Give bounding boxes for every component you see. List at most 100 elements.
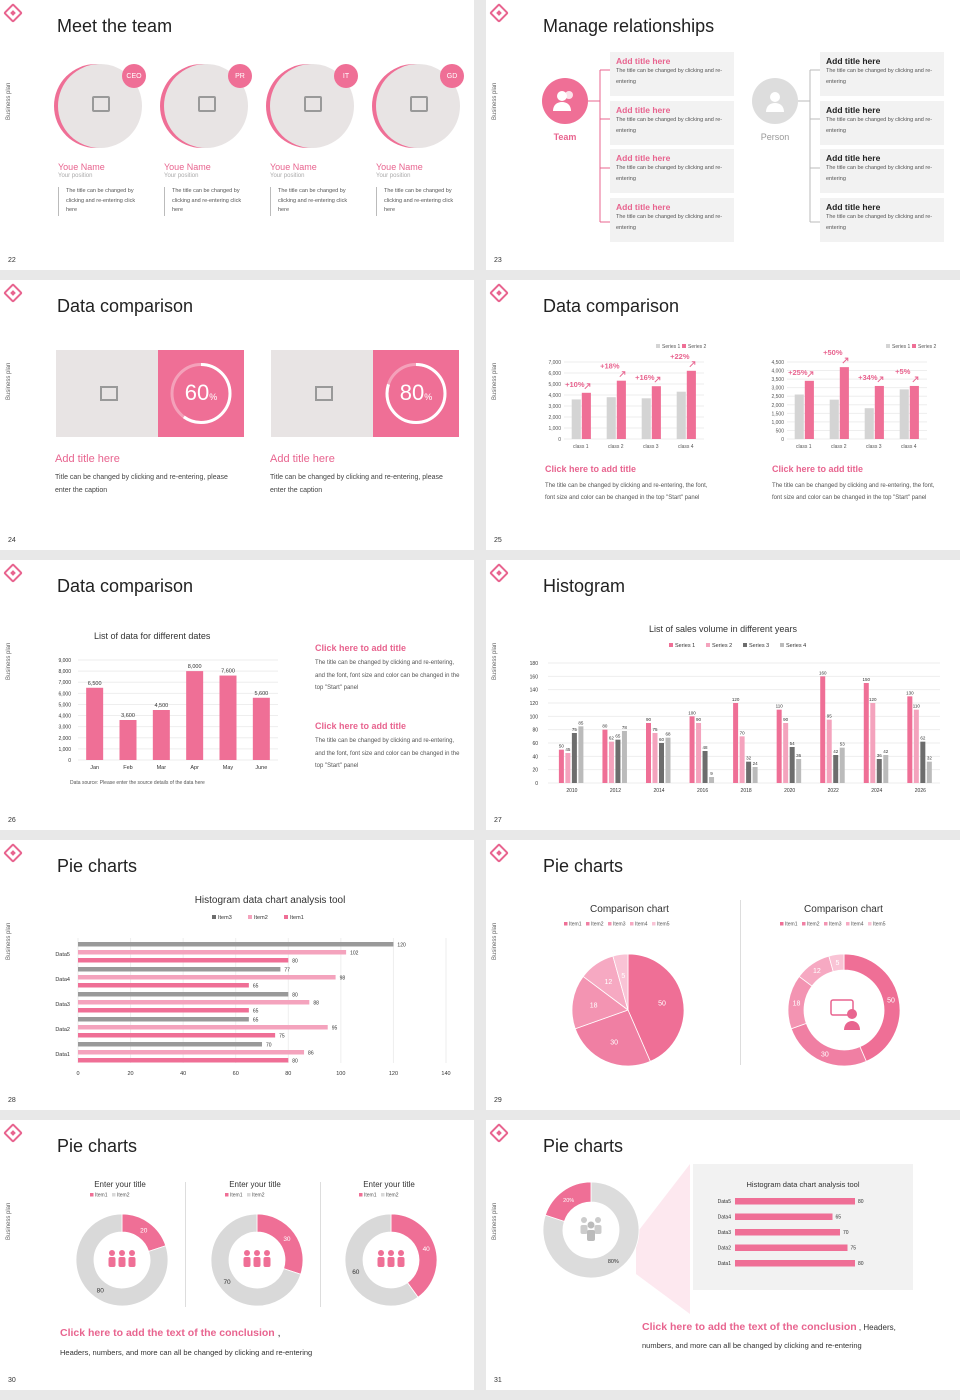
people-icon [108, 1257, 116, 1267]
slide-24[interactable]: Business plan Data comparison 60% 80% Ad… [0, 280, 474, 550]
x-tick-label: May [223, 765, 234, 771]
desc-left: The title can be changed by clicking and… [545, 483, 708, 501]
x-tick-label: 140 [441, 1071, 450, 1077]
slice-label: 12 [813, 968, 821, 975]
change-label: +10% [565, 380, 585, 389]
slide-31[interactable]: Business plan Pie charts 80% 20% Histogra… [486, 1120, 960, 1390]
bar [646, 723, 651, 783]
data-label: 90 [696, 717, 702, 722]
data-label: 78 [622, 725, 628, 730]
change-label: +5% [895, 367, 911, 376]
data-label: 75 [851, 1246, 857, 1252]
data-label: 5,600 [254, 691, 268, 697]
data-label: 9 [710, 771, 713, 776]
chart-right: 0 500 1,000 1,500 2,000 2,500 3,000 3,500 4,000 4… [771, 344, 937, 450]
slide-30[interactable]: Business plan Pie charts Enter your titl… [0, 1120, 474, 1390]
donut-b: Item1 Item2 30 70 [210, 1193, 304, 1307]
bar [789, 747, 795, 783]
logo-icon [3, 283, 23, 303]
bar [733, 703, 739, 783]
data-label: 80 [858, 1261, 864, 1267]
data-label: 75 [652, 727, 658, 732]
data-label: 48 [703, 745, 709, 750]
people-icon [387, 1257, 395, 1267]
bar [870, 703, 876, 783]
bar [78, 958, 289, 963]
legend-swatch [112, 1193, 116, 1197]
bar [78, 1058, 289, 1063]
legend-label: Item5 [657, 922, 670, 928]
slide-26[interactable]: Business plan Data comparison List of da… [0, 560, 474, 830]
x-tick-label: 2022 [828, 788, 839, 794]
data-label: 53 [840, 742, 846, 747]
box-title: Add title here [826, 153, 881, 163]
data-label: 102 [350, 951, 359, 957]
x-tick-label: class 4 [901, 444, 917, 450]
y-tick-label: 0 [781, 437, 784, 443]
slice [612, 953, 629, 1011]
change-label: +16% [635, 373, 655, 382]
y-tick-label: Data2 [718, 1246, 732, 1252]
data-label: 36 [796, 753, 802, 758]
legend-swatch [284, 915, 288, 919]
change-label: +34% [858, 373, 878, 382]
x-tick-label: Mar [157, 765, 167, 771]
y-tick-label: 0 [68, 758, 71, 764]
bar [752, 767, 758, 783]
x-tick-label: 2018 [741, 788, 752, 794]
y-tick-label: 0 [535, 781, 538, 787]
data-label: 77 [284, 968, 290, 974]
bar [571, 399, 581, 439]
slide-25[interactable]: Business plan Data comparison 0 1,000 2,00… [486, 280, 960, 550]
card-heading-2: Add title here [270, 453, 335, 465]
people-icon [377, 1257, 385, 1267]
data-label: 80 [292, 959, 298, 965]
y-tick-label: 0 [558, 437, 561, 443]
role-badge: GD [440, 64, 464, 88]
bar [602, 729, 608, 783]
bar [829, 399, 839, 439]
people-icon [128, 1257, 136, 1267]
y-tick-label: Data3 [718, 1230, 732, 1236]
bar [606, 397, 616, 439]
legend-label: Series 2 [918, 344, 937, 350]
y-tick-label: 100 [530, 714, 539, 720]
people-icon [244, 1250, 250, 1256]
member-position: Your position [164, 173, 199, 179]
date-chart: 0 1,000 2,000 3,000 4,000 5,000 6,000 7,000 8,00… [58, 658, 278, 771]
bar [578, 726, 584, 783]
side-label: Business plan [6, 1202, 12, 1240]
slide-title: Data comparison [57, 576, 194, 596]
y-tick-label: 3,500 [771, 377, 784, 383]
slide-28[interactable]: Business plan Pie charts Histogram data … [0, 840, 474, 1110]
bar [702, 751, 708, 783]
image-placeholder[interactable] [56, 350, 158, 437]
legend-label: Item1 [364, 1193, 377, 1199]
image-placeholder[interactable] [271, 350, 373, 437]
heading-right: Click here to add title [772, 464, 864, 474]
image-icon [410, 96, 428, 112]
y-tick-label: 3,000 [58, 725, 71, 731]
data-label: 75 [572, 727, 578, 732]
legend-label: Series 1 [892, 344, 911, 350]
team-member: IT Youe Name Your position The title can be… [270, 64, 370, 216]
bar [78, 1008, 249, 1013]
x-tick-label: class 3 [866, 444, 882, 450]
conclusion: Click here to add the text of the conclu… [642, 1321, 896, 1333]
x-tick-label: June [255, 765, 267, 771]
slide-27[interactable]: Business plan Histogram List of sales vo… [486, 560, 960, 830]
member-desc: The title can be changed by clicking and… [164, 187, 248, 216]
title-box: Add title here The title can be changed b… [820, 100, 944, 145]
data-label: 62 [609, 736, 615, 741]
presenter-icon [844, 1021, 860, 1030]
page-number: 27 [494, 817, 502, 824]
chart-title: List of data for different dates [94, 631, 211, 641]
slide-29[interactable]: Business plan Pie charts Comparison char… [486, 840, 960, 1110]
trend-arrow [842, 357, 849, 364]
data-label: 70 [266, 1043, 272, 1049]
slide-23[interactable]: Business plan Manage relationships Team … [486, 0, 960, 270]
slide-22[interactable]: Business plan Meet the team CEO Youe Name… [0, 0, 474, 270]
data-label: 110 [913, 704, 921, 709]
data-label: 42 [833, 749, 839, 754]
slice-label: 18 [590, 1002, 598, 1009]
